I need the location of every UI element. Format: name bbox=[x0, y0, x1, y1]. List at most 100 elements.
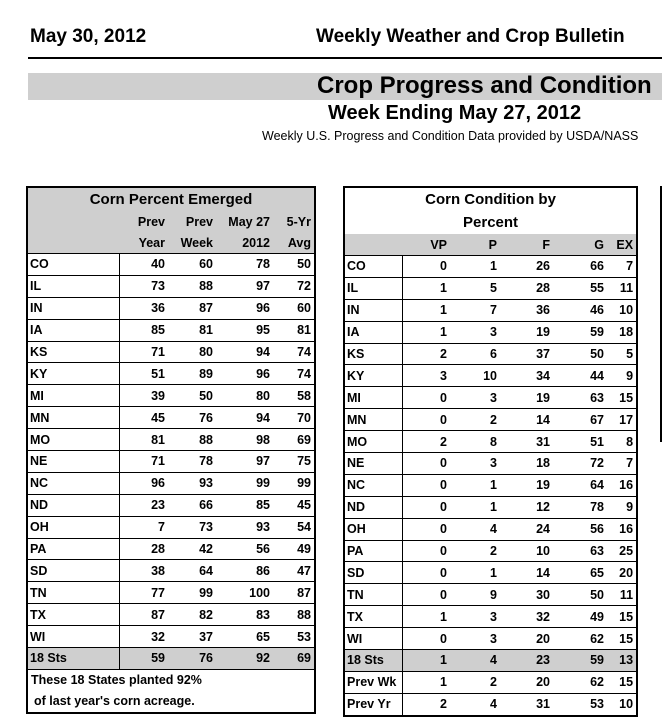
column-header: May 27 bbox=[216, 211, 273, 232]
value-cell: 28 bbox=[500, 276, 553, 300]
value-cell: 2 bbox=[450, 408, 500, 431]
state-name: TX bbox=[27, 603, 120, 626]
column-header: 2012 bbox=[216, 232, 273, 254]
state-name: WI bbox=[27, 625, 120, 648]
value-cell: 2 bbox=[402, 342, 450, 365]
value-cell: 99 bbox=[216, 471, 273, 495]
state-name: IL bbox=[344, 276, 403, 300]
table-row: WI 0 3 20 62 15 bbox=[344, 627, 638, 650]
state-name: KS bbox=[27, 340, 120, 363]
column-header: Week bbox=[168, 232, 216, 254]
value-cell: 0 bbox=[402, 517, 450, 541]
value-cell: 36 bbox=[500, 298, 553, 322]
table-row: ND 23 66 85 45 bbox=[27, 493, 315, 517]
value-cell: 0 bbox=[402, 452, 450, 475]
value-cell: 34 bbox=[500, 364, 553, 387]
state-name: CO bbox=[27, 253, 120, 276]
row-label: Prev Wk bbox=[344, 670, 403, 694]
state-name: PA bbox=[344, 539, 403, 562]
value-cell: 99 bbox=[273, 471, 315, 495]
value-cell: 0 bbox=[402, 473, 450, 497]
column-header: Prev bbox=[119, 211, 168, 232]
state-name: MN bbox=[344, 408, 403, 431]
value-cell: 64 bbox=[553, 473, 607, 497]
column-header: F bbox=[500, 234, 553, 256]
week-ending: Week Ending May 27, 2012 bbox=[328, 102, 582, 124]
value-cell: 31 bbox=[500, 692, 553, 716]
value-cell: 0 bbox=[402, 627, 450, 650]
value-cell: 60 bbox=[168, 253, 216, 276]
value-cell: 39 bbox=[119, 384, 168, 407]
table-row: MO 81 88 98 69 bbox=[27, 428, 315, 451]
table-row: MN 45 76 94 70 bbox=[27, 406, 315, 429]
value-cell: 50 bbox=[273, 253, 315, 276]
state-name: KY bbox=[344, 364, 403, 387]
publication-title: Weekly Weather and Crop Bulletin bbox=[316, 26, 625, 47]
value-cell: 32 bbox=[500, 605, 553, 628]
value-cell: 2 bbox=[402, 692, 450, 716]
value-cell: 19 bbox=[500, 386, 553, 409]
value-cell: 62 bbox=[553, 670, 607, 694]
value-cell: 11 bbox=[607, 276, 638, 300]
value-cell: 3 bbox=[450, 452, 500, 475]
table-row: IN 36 87 96 60 bbox=[27, 296, 315, 320]
right-edge-rule bbox=[660, 186, 662, 442]
value-cell: 58 bbox=[273, 384, 315, 407]
header-rule bbox=[28, 57, 662, 59]
value-cell: 20 bbox=[607, 561, 638, 584]
value-cell: 1 bbox=[402, 605, 450, 628]
value-cell: 17 bbox=[607, 408, 638, 431]
value-cell: 72 bbox=[273, 274, 315, 298]
total-value: 13 bbox=[607, 649, 638, 672]
value-cell: 0 bbox=[402, 583, 450, 606]
value-cell: 28 bbox=[119, 537, 168, 560]
value-cell: 16 bbox=[607, 473, 638, 497]
table-row: IL 1 5 28 55 11 bbox=[344, 276, 638, 300]
value-cell: 10 bbox=[500, 539, 553, 562]
value-cell: 37 bbox=[500, 342, 553, 365]
column-header: 5-Yr bbox=[273, 211, 315, 232]
value-cell: 93 bbox=[216, 515, 273, 539]
table-row: TX 1 3 32 49 15 bbox=[344, 605, 638, 628]
value-cell: 78 bbox=[553, 495, 607, 519]
total-value: 92 bbox=[216, 647, 273, 670]
column-header: Prev bbox=[168, 211, 216, 232]
total-value: 23 bbox=[500, 649, 553, 672]
state-name: NE bbox=[344, 452, 403, 475]
state-name: TX bbox=[344, 605, 403, 628]
value-cell: 0 bbox=[402, 386, 450, 409]
state-name: MO bbox=[344, 430, 403, 453]
value-cell: 56 bbox=[553, 517, 607, 541]
column-header-row: Prev Prev May 27 5-Yr bbox=[27, 211, 315, 232]
value-cell: 66 bbox=[553, 255, 607, 278]
value-cell: 12 bbox=[500, 495, 553, 519]
table-row: TX 87 82 83 88 bbox=[27, 603, 315, 626]
value-cell: 72 bbox=[553, 452, 607, 475]
state-name: MO bbox=[27, 428, 120, 451]
column-header-row: VP P F G EX bbox=[344, 234, 638, 256]
state-name: NE bbox=[27, 450, 120, 473]
state-name: IA bbox=[344, 320, 403, 344]
state-name: NC bbox=[344, 473, 403, 497]
value-cell: 75 bbox=[273, 450, 315, 473]
state-name: OH bbox=[27, 515, 120, 539]
table-row: IA 1 3 19 59 18 bbox=[344, 320, 638, 344]
value-cell: 3 bbox=[450, 320, 500, 344]
value-cell: 42 bbox=[168, 537, 216, 560]
value-cell: 96 bbox=[216, 296, 273, 320]
value-cell: 86 bbox=[216, 559, 273, 582]
value-cell: 81 bbox=[119, 428, 168, 451]
value-cell: 51 bbox=[553, 430, 607, 453]
column-header-row: Year Week 2012 Avg bbox=[27, 232, 315, 254]
value-cell: 46 bbox=[553, 298, 607, 322]
value-cell: 62 bbox=[553, 627, 607, 650]
table-row: PA 28 42 56 49 bbox=[27, 537, 315, 560]
table-row: CO 0 1 26 66 7 bbox=[344, 255, 638, 278]
table-title: Corn Percent Emerged bbox=[27, 187, 315, 211]
footnote: of last year's corn acreage. bbox=[34, 694, 195, 709]
state-name: OH bbox=[344, 517, 403, 541]
column-header: Avg bbox=[273, 232, 315, 254]
value-cell: 71 bbox=[119, 340, 168, 363]
value-cell: 80 bbox=[216, 384, 273, 407]
table-row: TN 0 9 30 50 11 bbox=[344, 583, 638, 606]
